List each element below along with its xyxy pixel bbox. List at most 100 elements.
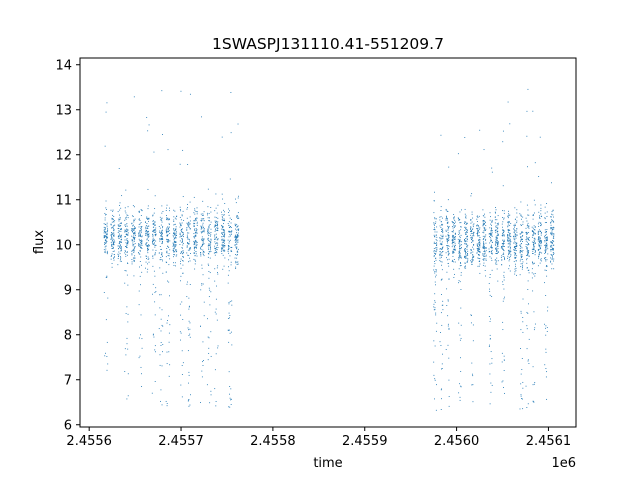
- data-point: [446, 222, 448, 223]
- data-point: [483, 246, 485, 248]
- data-point: [186, 227, 188, 228]
- data-point: [154, 253, 156, 255]
- data-point: [195, 218, 196, 220]
- data-point: [229, 301, 231, 303]
- data-point: [448, 239, 450, 241]
- data-point: [133, 206, 135, 208]
- data-point: [179, 234, 181, 235]
- data-point: [235, 246, 237, 248]
- data-point: [229, 393, 230, 395]
- data-point: [235, 268, 237, 269]
- data-point: [540, 223, 542, 225]
- data-point: [195, 253, 197, 255]
- data-point: [193, 240, 195, 242]
- data-point: [451, 239, 453, 241]
- data-point: [472, 246, 474, 248]
- data-point: [228, 371, 230, 373]
- data-point: [159, 364, 161, 366]
- data-point: [167, 245, 169, 247]
- data-point: [153, 151, 155, 153]
- data-points: [103, 88, 555, 411]
- data-point: [203, 230, 205, 232]
- data-point: [146, 217, 148, 219]
- data-point: [236, 215, 238, 216]
- data-point: [179, 163, 181, 165]
- data-point: [194, 249, 196, 251]
- data-point: [187, 237, 189, 239]
- data-point: [527, 280, 529, 282]
- data-point: [479, 251, 481, 253]
- data-point: [133, 224, 134, 226]
- x-tick-label: 2.4561: [526, 434, 572, 449]
- data-point: [147, 249, 149, 251]
- data-point: [489, 246, 491, 248]
- data-point: [190, 253, 191, 254]
- data-point: [483, 232, 485, 234]
- data-point: [172, 234, 174, 236]
- data-point: [544, 269, 546, 271]
- data-point: [434, 270, 436, 272]
- data-point: [222, 240, 224, 242]
- data-point: [223, 214, 225, 215]
- data-point: [182, 149, 184, 151]
- data-point: [467, 253, 468, 255]
- data-point: [126, 243, 128, 245]
- data-point: [471, 373, 473, 375]
- data-point: [472, 384, 474, 386]
- data-point: [161, 404, 163, 406]
- data-point: [146, 239, 148, 241]
- data-point: [106, 369, 108, 371]
- data-point: [482, 258, 484, 260]
- data-point: [223, 265, 225, 267]
- data-point: [552, 209, 554, 211]
- data-point: [435, 253, 436, 255]
- data-point: [147, 248, 149, 249]
- data-point: [113, 243, 115, 245]
- data-point: [516, 255, 518, 257]
- data-point: [533, 239, 535, 241]
- data-point: [206, 384, 208, 386]
- data-point: [501, 235, 503, 237]
- data-point: [193, 246, 195, 248]
- data-point: [206, 212, 208, 214]
- data-point: [145, 233, 147, 235]
- data-point: [527, 253, 529, 255]
- data-point: [522, 298, 524, 300]
- data-point: [173, 264, 175, 266]
- data-point: [551, 213, 553, 215]
- data-point: [223, 250, 225, 252]
- data-point: [491, 249, 493, 251]
- data-point: [134, 236, 136, 238]
- data-point: [434, 281, 436, 283]
- data-point: [222, 226, 224, 228]
- data-point: [439, 251, 441, 253]
- data-point: [479, 237, 481, 238]
- data-point: [534, 245, 536, 247]
- data-point: [514, 235, 516, 237]
- data-point: [454, 244, 456, 246]
- data-point: [441, 247, 443, 249]
- data-point: [491, 228, 493, 229]
- data-point: [522, 241, 523, 242]
- data-point: [186, 296, 188, 298]
- data-point: [203, 238, 205, 240]
- data-point: [127, 262, 128, 264]
- data-point: [230, 235, 232, 237]
- data-point: [174, 262, 176, 264]
- data-point: [223, 249, 225, 251]
- data-point: [470, 252, 472, 254]
- data-point: [125, 242, 127, 244]
- data-point: [464, 248, 466, 250]
- data-point: [503, 355, 505, 357]
- data-point: [103, 229, 105, 231]
- data-point: [521, 232, 523, 234]
- data-point: [113, 235, 115, 237]
- data-point: [194, 246, 196, 248]
- data-point: [515, 234, 517, 236]
- data-point: [534, 323, 536, 325]
- plot-area-frame: [79, 57, 577, 428]
- data-point: [435, 234, 437, 236]
- data-point: [103, 237, 105, 239]
- data-point: [465, 229, 467, 230]
- data-point: [464, 256, 466, 257]
